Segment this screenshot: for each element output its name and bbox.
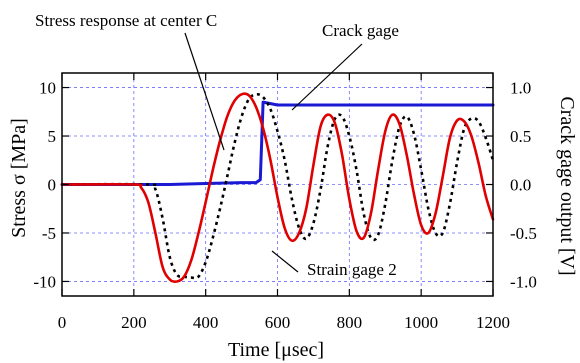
x-tick-label: 600 [265, 313, 291, 332]
x-tick-label: 200 [121, 313, 147, 332]
series-line-stress-response-at-center-c [60, 92, 495, 283]
x-tick-label: 400 [193, 313, 219, 332]
x-tick-label: 1200 [476, 313, 510, 332]
y2-tick-label: -0.5 [510, 224, 537, 243]
x-tick-label: 1000 [404, 313, 438, 332]
x-tick-label: 0 [58, 313, 67, 332]
annotation-stress-response: Stress response at center C [35, 11, 217, 30]
x-axis-title: Time [μsec] [228, 339, 324, 361]
annotation-strain-gage: Strain gage 2 [307, 260, 397, 279]
leader-crack-gage [291, 43, 363, 111]
annotation-crack-gage: Crack gage [322, 21, 399, 40]
y2-axis-title: Crack gage output [V] [556, 96, 578, 275]
y-tick-label: -10 [33, 272, 56, 291]
leader-strain-gage [271, 250, 299, 273]
series-layer [60, 92, 495, 283]
leader-stress-response [184, 32, 225, 151]
y2-tick-label: 0.5 [510, 127, 531, 146]
grid [62, 73, 493, 296]
series-line-crack-gage [60, 100, 495, 186]
y-tick-label: 0 [48, 176, 57, 195]
annotations: Stress response at center C Crack gage S… [35, 11, 399, 279]
y-tick-label: 5 [48, 127, 57, 146]
y-tick-label: -5 [42, 224, 56, 243]
ticks [61, 73, 494, 296]
series-line-strain-gage-2 [61, 92, 495, 280]
y2-tick-label: 0.0 [510, 176, 531, 195]
tick-labels: 0 200 400 600 800 1000 1200 10 5 0 -5 -10 1.0 0.5 0.0 -… [33, 79, 537, 332]
x-tick-label: 800 [337, 313, 363, 332]
y-tick-label: 10 [39, 79, 56, 98]
y-axis-title: Stress σ [MPa] [8, 118, 30, 238]
y2-tick-label: -1.0 [510, 272, 537, 291]
y2-tick-label: 1.0 [510, 79, 531, 98]
